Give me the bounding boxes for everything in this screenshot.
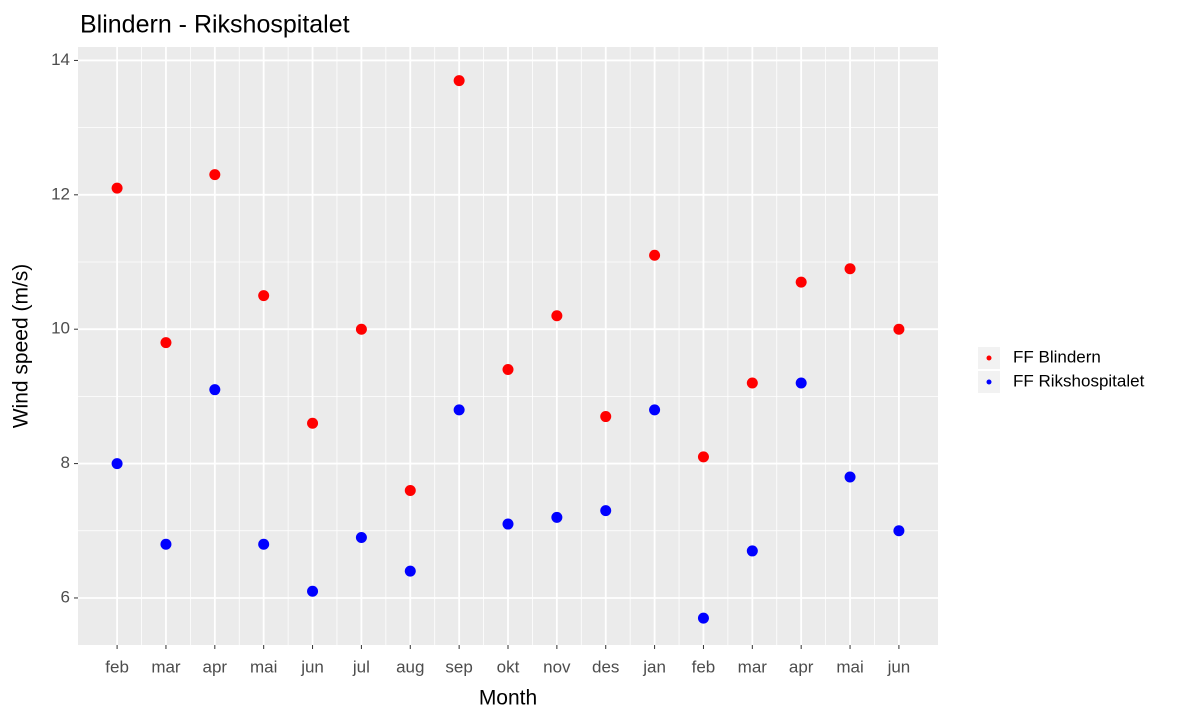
point bbox=[209, 384, 221, 396]
point bbox=[355, 323, 367, 335]
point bbox=[160, 538, 172, 550]
point bbox=[697, 451, 709, 463]
point bbox=[893, 525, 905, 537]
x-tick-label: mar bbox=[738, 657, 768, 676]
y-axis-label: Wind speed (m/s) bbox=[10, 264, 33, 429]
point bbox=[258, 538, 270, 550]
point bbox=[160, 337, 172, 349]
x-tick-label: jun bbox=[887, 657, 911, 676]
x-tick-label: feb bbox=[105, 657, 129, 676]
x-tick-label: jan bbox=[642, 657, 666, 676]
point bbox=[600, 505, 612, 517]
point bbox=[307, 417, 319, 429]
legend-label: FF Rikshospitalet bbox=[1013, 371, 1145, 390]
point bbox=[209, 169, 221, 181]
x-tick-label: mai bbox=[836, 657, 863, 676]
point bbox=[844, 471, 856, 483]
point bbox=[453, 404, 465, 416]
x-tick-label: okt bbox=[497, 657, 520, 676]
y-tick-label: 10 bbox=[51, 319, 70, 338]
chart-title: Blindern - Rikshospitalet bbox=[80, 11, 350, 39]
point bbox=[404, 565, 416, 577]
point bbox=[502, 364, 514, 376]
y-tick-label: 8 bbox=[61, 453, 70, 472]
x-tick-label: jun bbox=[300, 657, 324, 676]
point bbox=[258, 290, 270, 302]
point bbox=[111, 182, 123, 194]
x-tick-label: jul bbox=[352, 657, 370, 676]
point bbox=[355, 531, 367, 543]
x-tick-label: apr bbox=[203, 657, 228, 676]
x-tick-label: aug bbox=[396, 657, 424, 676]
point bbox=[600, 411, 612, 423]
y-tick-label: 6 bbox=[61, 587, 70, 606]
point bbox=[746, 545, 758, 557]
legend-marker bbox=[986, 355, 992, 361]
point bbox=[893, 323, 905, 335]
legend-label: FF Blindern bbox=[1013, 347, 1101, 366]
point bbox=[111, 458, 123, 470]
x-tick-label: sep bbox=[445, 657, 472, 676]
point bbox=[844, 263, 856, 275]
point bbox=[453, 75, 465, 87]
x-tick-label: mai bbox=[250, 657, 277, 676]
legend-marker bbox=[986, 379, 992, 385]
x-tick-label: apr bbox=[789, 657, 814, 676]
point bbox=[649, 404, 661, 416]
x-axis-label: Month bbox=[479, 687, 537, 710]
point bbox=[551, 310, 563, 322]
y-tick-label: 14 bbox=[51, 50, 70, 69]
x-tick-label: mar bbox=[151, 657, 181, 676]
x-tick-label: feb bbox=[692, 657, 716, 676]
point bbox=[502, 518, 514, 530]
x-tick-label: des bbox=[592, 657, 619, 676]
point bbox=[746, 377, 758, 389]
y-tick-label: 12 bbox=[51, 184, 70, 203]
point bbox=[697, 612, 709, 624]
x-tick-label: nov bbox=[543, 657, 571, 676]
point bbox=[404, 484, 416, 496]
point bbox=[551, 511, 563, 523]
point bbox=[795, 377, 807, 389]
point bbox=[307, 585, 319, 597]
point bbox=[649, 249, 661, 261]
point bbox=[795, 276, 807, 288]
